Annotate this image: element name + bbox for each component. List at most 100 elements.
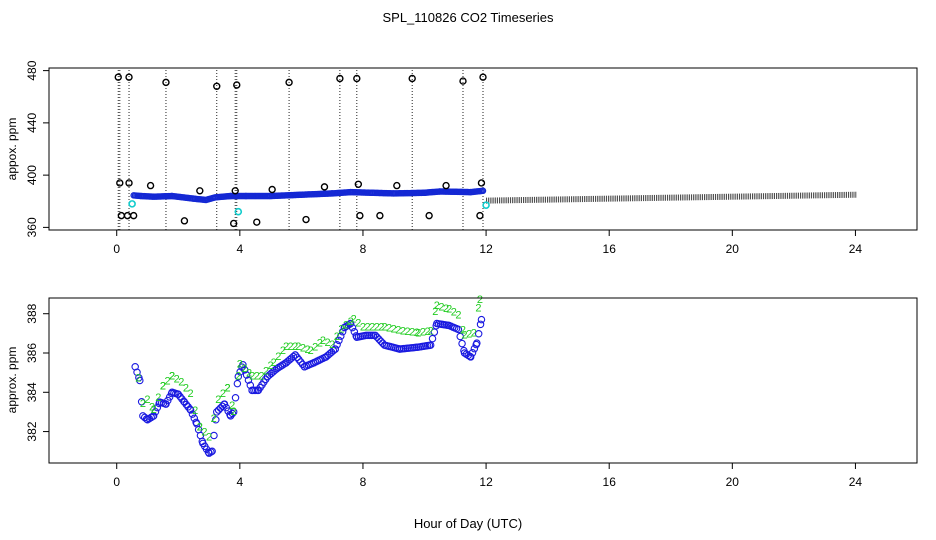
top-tail-dot [519, 197, 521, 204]
bottom-blue-point [473, 339, 481, 347]
top-tail-dot [583, 196, 585, 203]
top-tail-dot [615, 195, 617, 202]
bottom-green-point: 2 [135, 372, 141, 384]
top-tail-dot [705, 194, 707, 201]
top-tail-dot [814, 192, 816, 199]
top-tail-dot [613, 195, 615, 202]
top-tail-dot [493, 197, 495, 204]
top-data-points [114, 73, 490, 228]
top-cyan-point [482, 201, 490, 209]
bottom-blue-point [222, 403, 231, 412]
bottom-green-point: 2 [400, 325, 406, 337]
top-black-point [476, 211, 484, 220]
top-tail-dot [589, 195, 591, 202]
top-tail-dot [504, 197, 506, 204]
top-tail-dot [609, 195, 611, 202]
top-tail-dot [508, 197, 510, 204]
top-tail-dot [545, 196, 546, 203]
top-tail-dot [827, 192, 829, 199]
bottom-blue-point [246, 381, 255, 389]
bottom-green-point: 2 [338, 323, 344, 335]
top-tail-dot [495, 197, 497, 204]
top-tail-dot [794, 192, 796, 199]
bottom-green-point: 2 [324, 337, 330, 349]
top-tail-dot [742, 193, 744, 200]
top-tail-dot [855, 191, 857, 198]
bottom-blue-point [278, 361, 287, 369]
top-tail-dot [820, 192, 822, 199]
bottom-green-point: 2 [395, 324, 401, 336]
top-tail-dot [761, 193, 763, 200]
bottom-blue-point [162, 400, 170, 408]
top-x-axis: 0 4 8 12 16 20 24 [113, 230, 862, 256]
top-tail-dot [593, 195, 594, 202]
top-tail-dot [521, 197, 522, 204]
bottom-green-point: 2 [374, 321, 380, 333]
top-tail-dot [602, 195, 604, 202]
top-plot-frame [48, 67, 918, 231]
bottom-green-point: 2 [229, 400, 235, 412]
top-tail-dot [596, 195, 598, 202]
top-tail-dot [646, 195, 648, 202]
bottom-blue-point [298, 360, 307, 369]
bottom-green-point: 2 [420, 327, 426, 339]
top-tail-dot [500, 197, 502, 204]
top-tail-dot [704, 194, 705, 201]
top-tail-dot [700, 194, 702, 201]
bottom-blue-point [186, 406, 195, 414]
top-black-point [213, 82, 221, 90]
bottom-green-point: 2 [329, 339, 335, 351]
bottom-blue-point [468, 349, 477, 357]
bottom-green-point: 2 [268, 360, 274, 372]
top-tail-dot [543, 196, 545, 203]
bottom-green-point: 2 [155, 392, 161, 404]
bottom-green-point: 2 [415, 327, 421, 339]
top-tail-dot [578, 196, 580, 203]
top-black-point [393, 181, 401, 190]
top-tail-dot [532, 196, 534, 203]
top-tail-dot [811, 192, 812, 199]
bottom-blue-point [456, 332, 464, 341]
bottom-blue-point [458, 339, 466, 348]
top-tail-dot [497, 197, 498, 204]
bottom-blue-point [454, 325, 463, 334]
bottom-blue-point [297, 358, 305, 366]
top-tail-dot [639, 195, 641, 202]
bottom-x-axis: 0 4 8 12 16 20 24 [113, 463, 862, 489]
top-black-point [336, 74, 344, 83]
top-tail-dot [591, 195, 593, 202]
bottom-green-point: 2 [254, 371, 260, 383]
bottom-green-point: 2 [292, 341, 298, 353]
top-y-tick-label: 480 [25, 60, 39, 80]
top-tail-dot [624, 195, 626, 202]
top-tail-dot [580, 196, 582, 203]
bottom-green-point: 2 [446, 304, 452, 316]
top-black-point [302, 215, 310, 224]
top-tail-dot [822, 192, 823, 199]
bottom-blue-point [136, 376, 144, 385]
bottom-blue-point [137, 397, 146, 406]
top-x-tick-label: 4 [236, 242, 243, 256]
bottom-green-point: 2 [425, 326, 431, 338]
bottom-blue-point [293, 353, 301, 362]
bottom-green-point: 2 [386, 322, 392, 334]
top-tail-dot [537, 196, 539, 203]
bottom-green-point: 2 [378, 321, 384, 333]
bottom-blue-point [274, 363, 283, 372]
bottom-green-point: 2 [258, 371, 264, 383]
top-tail-dot [713, 193, 715, 200]
top-tail-dot [709, 194, 711, 201]
bottom-green-point: 2 [224, 382, 230, 394]
top-x-tick-label: 0 [113, 242, 120, 256]
top-tail-dot [715, 193, 716, 200]
bottom-blue-point [239, 361, 247, 369]
top-tail-dot [654, 194, 655, 201]
top-tail-dot [561, 196, 563, 203]
top-tail-dot [559, 196, 561, 203]
top-tail-dot [787, 192, 788, 199]
top-tail-dot [619, 195, 620, 202]
bottom-blue-point [220, 400, 229, 408]
top-tail-dot [487, 197, 489, 204]
bottom-green-point: 2 [455, 310, 461, 322]
